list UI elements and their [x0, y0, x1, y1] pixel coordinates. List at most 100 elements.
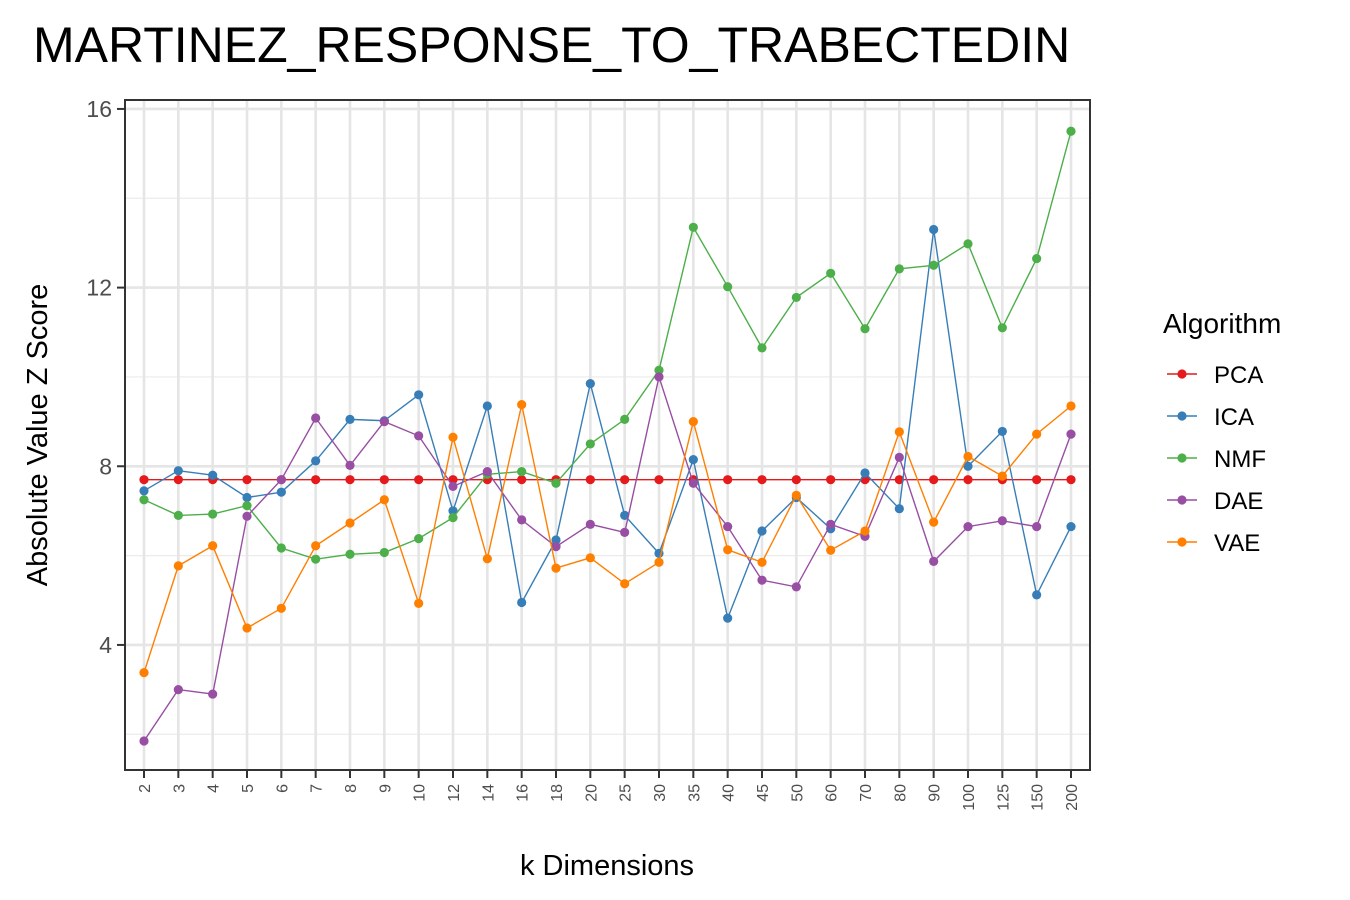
- data-point-pca: [414, 475, 424, 485]
- data-point-ica: [860, 468, 870, 478]
- data-point-ica: [997, 426, 1007, 437]
- data-point-nmf: [757, 343, 767, 353]
- data-point-vae: [997, 471, 1007, 481]
- x-tick-label: 14: [480, 784, 497, 802]
- data-point-nmf: [688, 222, 698, 232]
- data-point-dae: [173, 685, 183, 695]
- x-tick-label: 35: [686, 784, 703, 802]
- series-layer: [139, 126, 1076, 746]
- x-tick-label: 125: [995, 784, 1012, 811]
- data-point-nmf: [997, 323, 1007, 333]
- data-point-vae: [860, 526, 870, 536]
- x-tick-label: 2: [137, 784, 154, 793]
- legend-title: Algorithm: [1163, 308, 1281, 339]
- data-point-nmf: [551, 478, 561, 488]
- data-point-nmf: [414, 534, 424, 544]
- y-tick-label: 12: [86, 275, 112, 301]
- legend-label-vae: VAE: [1214, 530, 1260, 557]
- data-point-ica: [448, 506, 458, 516]
- data-point-dae: [448, 481, 458, 491]
- data-point-nmf: [208, 509, 218, 519]
- legend-key-point-pca: [1177, 369, 1187, 379]
- data-point-dae: [242, 511, 252, 521]
- data-point-dae: [414, 431, 424, 441]
- data-point-vae: [517, 400, 527, 410]
- data-point-vae: [894, 427, 904, 437]
- data-point-dae: [379, 417, 389, 427]
- x-tick-label: 200: [1064, 784, 1081, 811]
- data-point-ica: [1032, 590, 1042, 600]
- data-point-dae: [517, 515, 527, 525]
- data-point-nmf: [379, 547, 389, 558]
- data-point-vae: [551, 563, 561, 573]
- data-point-dae: [482, 467, 492, 477]
- legend-label-ica: ICA: [1214, 404, 1254, 431]
- data-point-dae: [654, 372, 664, 382]
- data-point-ica: [276, 487, 286, 497]
- data-point-dae: [585, 519, 595, 529]
- data-point-nmf: [1066, 126, 1076, 136]
- data-point-pca: [654, 475, 664, 485]
- x-tick-label: 50: [789, 784, 806, 802]
- series-line-dae: [143, 374, 1072, 742]
- data-point-pca: [139, 475, 149, 485]
- data-point-vae: [723, 545, 733, 555]
- data-point-ica: [517, 597, 527, 608]
- data-point-vae: [414, 598, 424, 608]
- data-point-dae: [826, 519, 836, 529]
- data-point-vae: [208, 541, 218, 551]
- data-point-pca: [311, 475, 321, 485]
- legend-key-point-nmf: [1177, 453, 1187, 463]
- data-point-pca: [585, 475, 595, 485]
- data-point-ica: [620, 510, 630, 520]
- plot-panel-background: [125, 100, 1090, 770]
- x-axis-title: k Dimensions: [520, 850, 694, 882]
- series-line-nmf: [143, 131, 1072, 560]
- data-point-nmf: [345, 549, 355, 559]
- data-point-dae: [345, 460, 355, 470]
- data-point-nmf: [860, 324, 870, 334]
- data-point-pca: [517, 475, 527, 485]
- data-point-pca: [620, 475, 630, 485]
- x-tick-label: 150: [1030, 784, 1047, 811]
- data-point-pca: [791, 475, 801, 485]
- data-point-ica: [585, 379, 595, 389]
- data-point-vae: [585, 553, 595, 563]
- data-point-nmf: [620, 414, 630, 424]
- data-point-dae: [551, 542, 561, 552]
- data-point-nmf: [963, 239, 973, 249]
- data-point-nmf: [826, 268, 836, 278]
- x-tick-label: 70: [858, 784, 875, 802]
- data-point-ica: [929, 224, 939, 235]
- data-point-vae: [1032, 429, 1042, 439]
- data-point-vae: [620, 579, 630, 589]
- x-tick-label: 18: [549, 784, 566, 802]
- series-dae: [139, 372, 1076, 746]
- data-point-pca: [242, 475, 252, 485]
- data-point-vae: [929, 517, 939, 527]
- data-point-dae: [139, 736, 149, 746]
- y-axis-title: Absolute Value Z Score: [22, 284, 54, 587]
- data-point-pca: [894, 475, 904, 485]
- data-point-vae: [242, 623, 252, 633]
- data-point-dae: [311, 413, 321, 423]
- data-point-ica: [139, 486, 149, 496]
- data-point-dae: [894, 452, 904, 462]
- legend-label-nmf: NMF: [1214, 446, 1266, 473]
- series-pca: [139, 475, 1076, 485]
- data-point-ica: [173, 466, 183, 476]
- x-tick-label: 4: [206, 784, 223, 793]
- data-point-vae: [963, 451, 973, 462]
- series-line-ica: [143, 229, 1072, 621]
- data-point-vae: [448, 432, 458, 442]
- x-tick-label: 6: [274, 784, 291, 793]
- data-point-vae: [345, 518, 355, 528]
- series-nmf: [139, 126, 1076, 564]
- data-point-vae: [757, 557, 767, 567]
- x-tick-label: 9: [377, 784, 394, 793]
- data-point-nmf: [894, 264, 904, 274]
- y-tick-label: 4: [99, 632, 112, 658]
- data-point-dae: [1032, 521, 1042, 532]
- data-point-dae: [276, 475, 286, 485]
- data-point-nmf: [791, 292, 801, 303]
